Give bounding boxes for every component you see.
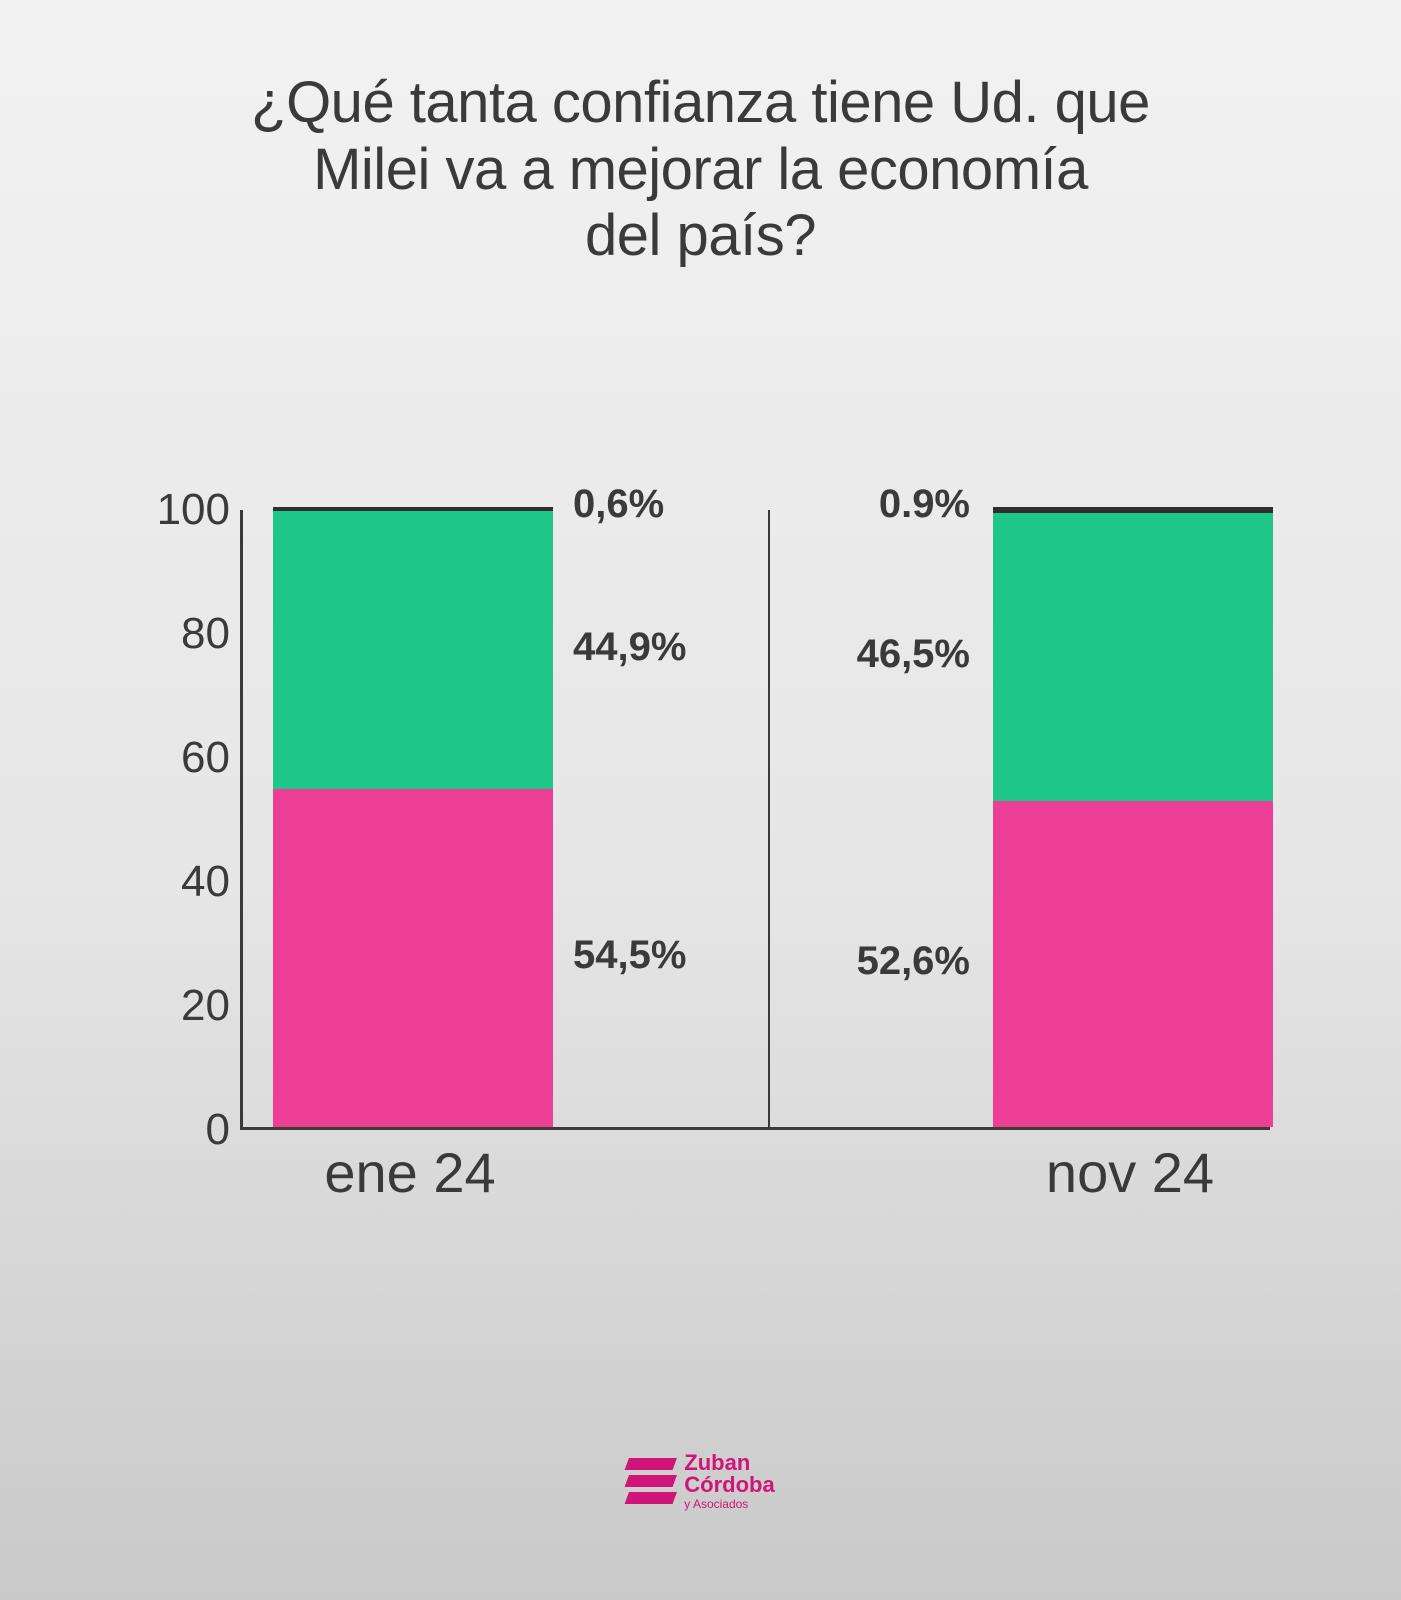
title-line: Milei va a mejorar la economía bbox=[0, 137, 1401, 204]
stacked-bar bbox=[273, 507, 553, 1127]
x-axis-label: nov 24 bbox=[990, 1140, 1270, 1205]
logo-line-top: Zuban bbox=[684, 1452, 774, 1474]
bar-segment-green bbox=[273, 511, 553, 789]
bar-group bbox=[993, 510, 1273, 1127]
logo-mark bbox=[626, 1458, 674, 1504]
logo-line-sub: y Asociados bbox=[684, 1498, 774, 1510]
y-axis-tick: 40 bbox=[150, 857, 230, 907]
chart: 020406080100 54,5%44,9%0,6%52,6%46,5%0.9… bbox=[150, 510, 1270, 1210]
data-label: 0,6% bbox=[573, 482, 664, 527]
chart-title: ¿Qué tanta confianza tiene Ud. que Milei… bbox=[0, 70, 1401, 270]
bar-segment-green bbox=[993, 513, 1273, 801]
stacked-bar bbox=[993, 507, 1273, 1127]
x-axis-label: ene 24 bbox=[270, 1140, 550, 1205]
y-axis-tick: 100 bbox=[150, 485, 230, 535]
title-line: ¿Qué tanta confianza tiene Ud. que bbox=[0, 70, 1401, 137]
plot-area: 54,5%44,9%0,6%52,6%46,5%0.9% bbox=[240, 510, 1270, 1130]
y-axis-tick: 80 bbox=[150, 609, 230, 659]
logo-text: Zuban Córdoba y Asociados bbox=[684, 1452, 774, 1510]
y-axis-tick: 60 bbox=[150, 733, 230, 783]
bar-segment-pink bbox=[273, 789, 553, 1127]
data-label: 52,6% bbox=[857, 939, 970, 984]
divider-line bbox=[768, 510, 770, 1127]
bar-segment-pink bbox=[993, 801, 1273, 1127]
y-axis-tick: 0 bbox=[150, 1105, 230, 1155]
data-label: 46,5% bbox=[857, 632, 970, 677]
data-label: 0.9% bbox=[879, 482, 970, 527]
bar-group bbox=[273, 510, 553, 1127]
data-label: 54,5% bbox=[573, 933, 686, 978]
title-line: del país? bbox=[0, 203, 1401, 270]
data-label: 44,9% bbox=[573, 625, 686, 670]
logo-line-mid: Córdoba bbox=[684, 1474, 774, 1496]
brand-logo: Zuban Córdoba y Asociados bbox=[626, 1452, 774, 1510]
y-axis-tick: 20 bbox=[150, 981, 230, 1031]
